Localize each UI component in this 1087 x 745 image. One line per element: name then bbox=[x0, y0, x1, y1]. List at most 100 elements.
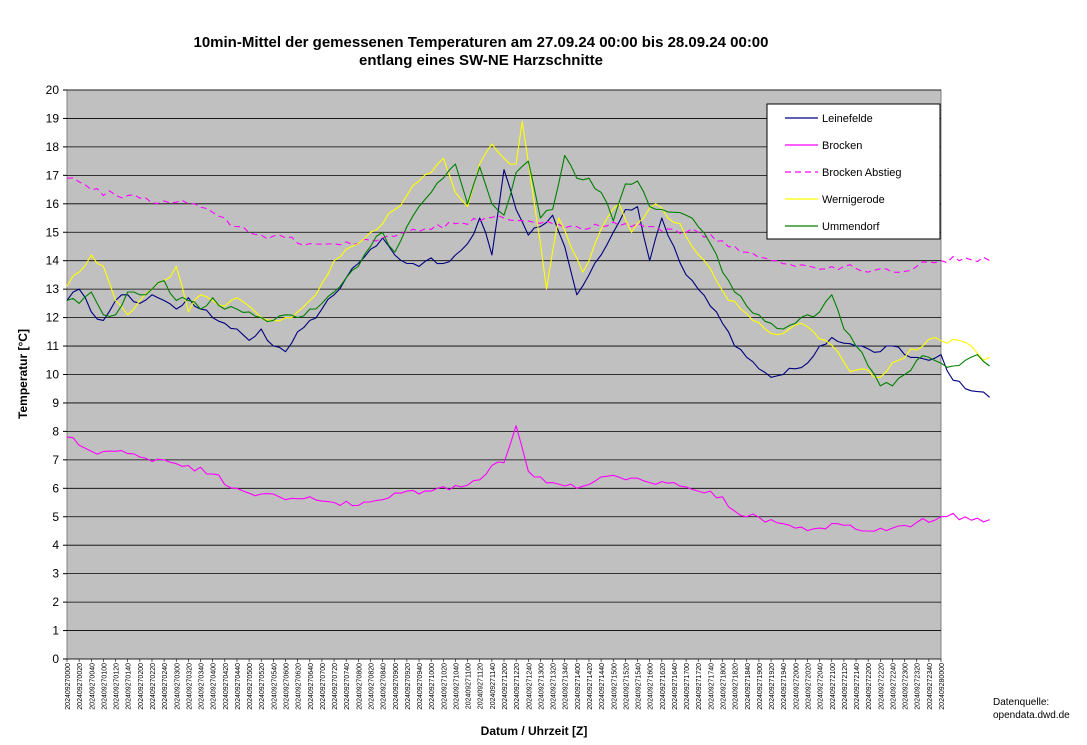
chart-title-line2: entlang eines SW-NE Harzschnitte bbox=[359, 52, 603, 69]
x-tick-label: 202409271520 bbox=[623, 663, 630, 710]
x-tick-label: 202409272220 bbox=[878, 663, 885, 710]
x-tick-label: 202409272340 bbox=[927, 663, 934, 710]
x-tick-label: 202409271240 bbox=[526, 663, 533, 710]
legend-label: Brocken bbox=[822, 140, 862, 152]
x-tick-label: 202409271340 bbox=[563, 663, 570, 710]
x-tick-label: 202409271320 bbox=[551, 663, 558, 710]
x-tick-label: 202409272240 bbox=[890, 663, 897, 710]
x-tick-label: 202409271820 bbox=[733, 663, 740, 710]
x-tick-label: 202409271740 bbox=[708, 663, 715, 710]
x-tick-label: 202409270140 bbox=[126, 663, 133, 710]
x-tick-label: 202409270620 bbox=[296, 663, 303, 710]
series-line-brocken-abstieg bbox=[66, 177, 990, 273]
x-tick-label: 202409270820 bbox=[368, 663, 375, 710]
x-axis-ticks: 202409270000 202409270020 202409270040 2024… bbox=[65, 659, 946, 710]
x-tick-label: 202409270020 bbox=[77, 663, 84, 710]
x-tick-label: 202409271540 bbox=[636, 663, 643, 710]
x-axis-title: Datum / Uhrzeit [Z] bbox=[481, 724, 588, 738]
x-tick-label: 202409270400 bbox=[211, 663, 218, 710]
x-tick-label: 202409271840 bbox=[745, 663, 752, 710]
x-tick-label: 202409270220 bbox=[150, 663, 157, 710]
x-tick-label: 202409272040 bbox=[818, 663, 825, 710]
x-tick-label: 202409270900 bbox=[393, 663, 400, 710]
x-tick-label: 202409270340 bbox=[199, 663, 206, 710]
x-tick-label: 202409270120 bbox=[114, 663, 121, 710]
y-tick-label: 0 bbox=[52, 652, 59, 666]
x-tick-label: 202409270720 bbox=[332, 663, 339, 710]
x-tick-label: 202409270100 bbox=[101, 663, 108, 710]
x-tick-label: 202409272020 bbox=[805, 663, 812, 710]
x-tick-label: 202409271900 bbox=[757, 663, 764, 710]
y-tick-label: 16 bbox=[46, 197, 60, 211]
x-tick-label: 202409272320 bbox=[915, 663, 922, 710]
x-tick-label: 202409271440 bbox=[599, 663, 606, 710]
x-tick-label: 202409271020 bbox=[441, 663, 448, 710]
y-tick-label: 13 bbox=[46, 282, 60, 296]
y-tick-label: 7 bbox=[52, 453, 59, 467]
x-tick-label: 202409270740 bbox=[344, 663, 351, 710]
x-tick-label: 202409270520 bbox=[259, 663, 266, 710]
source-url: opendata.dwd.de bbox=[993, 710, 1070, 721]
x-tick-label: 202409270040 bbox=[89, 663, 96, 710]
y-tick-label: 12 bbox=[46, 311, 60, 325]
x-tick-label: 202409270640 bbox=[308, 663, 315, 710]
x-tick-label: 202409271600 bbox=[648, 663, 655, 710]
y-tick-label: 15 bbox=[46, 225, 60, 239]
y-axis-title: Temperatur [°C] bbox=[16, 329, 30, 419]
y-tick-label: 17 bbox=[46, 168, 60, 182]
legend-label: Wernigerode bbox=[822, 194, 885, 206]
series-line-brocken bbox=[66, 425, 990, 532]
series-lines bbox=[66, 120, 990, 532]
source-label: Datenquelle: bbox=[993, 697, 1049, 708]
x-tick-label: 202409271620 bbox=[660, 663, 667, 710]
x-tick-label: 202409270440 bbox=[235, 663, 242, 710]
x-tick-label: 202409270840 bbox=[381, 663, 388, 710]
x-tick-label: 202409270920 bbox=[405, 663, 412, 710]
x-tick-label: 202409270500 bbox=[247, 663, 254, 710]
x-tick-label: 202409271220 bbox=[514, 663, 521, 710]
y-tick-label: 19 bbox=[46, 111, 60, 125]
y-tick-label: 8 bbox=[52, 424, 59, 438]
y-tick-label: 6 bbox=[52, 481, 59, 495]
y-tick-label: 4 bbox=[52, 538, 59, 552]
x-tick-label: 202409280000 bbox=[939, 663, 946, 710]
x-tick-label: 202409271700 bbox=[684, 663, 691, 710]
y-tick-label: 9 bbox=[52, 396, 59, 410]
y-tick-label: 3 bbox=[52, 567, 59, 581]
x-tick-label: 202409271800 bbox=[721, 663, 728, 710]
x-tick-label: 202409270540 bbox=[271, 663, 278, 710]
x-tick-label: 202409271120 bbox=[478, 663, 485, 709]
x-tick-label: 202409272100 bbox=[830, 663, 837, 710]
y-tick-label: 10 bbox=[46, 368, 60, 382]
x-tick-label: 202409271100 bbox=[466, 663, 473, 709]
x-tick-label: 202409271140 bbox=[490, 663, 497, 709]
x-tick-label: 202409272300 bbox=[903, 663, 910, 710]
x-tick-label: 202409270700 bbox=[320, 663, 327, 710]
y-tick-label: 20 bbox=[46, 83, 60, 97]
x-tick-label: 202409271500 bbox=[611, 663, 618, 710]
legend-label: Brocken Abstieg bbox=[822, 167, 902, 179]
x-tick-label: 202409270320 bbox=[186, 663, 193, 710]
chart-title-line1: 10min-Mittel der gemessenen Temperaturen… bbox=[193, 34, 768, 51]
y-tick-label: 14 bbox=[46, 254, 60, 268]
x-tick-label: 202409270940 bbox=[417, 663, 424, 710]
x-tick-label: 202409272140 bbox=[854, 663, 861, 710]
x-tick-label: 202409271420 bbox=[587, 663, 594, 710]
y-tick-label: 5 bbox=[52, 510, 59, 524]
series-line-leinefelde bbox=[66, 169, 990, 398]
x-tick-label: 202409271920 bbox=[769, 663, 776, 710]
x-tick-label: 202409272120 bbox=[842, 663, 849, 710]
y-tick-label: 2 bbox=[52, 595, 59, 609]
x-tick-label: 202409271640 bbox=[672, 663, 679, 710]
x-tick-label: 202409271040 bbox=[453, 663, 460, 710]
x-tick-label: 202409270600 bbox=[284, 663, 291, 710]
series-line-ummendorf bbox=[66, 154, 990, 387]
y-tick-label: 18 bbox=[46, 140, 60, 154]
x-tick-label: 202409272000 bbox=[793, 663, 800, 710]
x-tick-label: 202409271000 bbox=[429, 663, 436, 710]
x-tick-label: 202409271200 bbox=[502, 663, 509, 710]
y-tick-label: 1 bbox=[52, 624, 59, 638]
x-tick-label: 202409270000 bbox=[65, 663, 72, 710]
